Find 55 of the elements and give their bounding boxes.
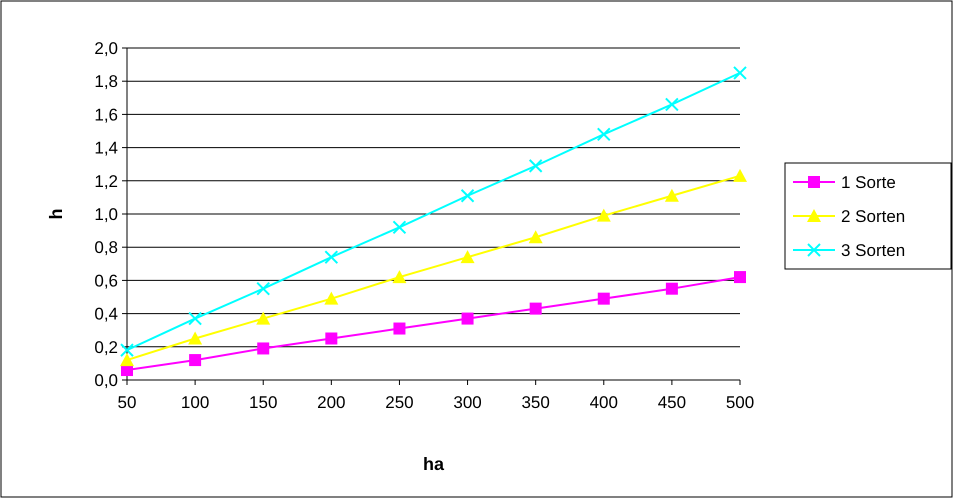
y-tick-label: 1,2 (94, 172, 118, 191)
point (733, 168, 747, 182)
legend-label: 2 Sorten (841, 206, 906, 226)
point (528, 158, 543, 173)
y-tick-label: 1,8 (94, 72, 118, 92)
x-tick-label: 450 (658, 393, 686, 412)
point (530, 302, 542, 315)
point (256, 312, 270, 325)
point (188, 332, 202, 344)
y-tick-label: 1,6 (94, 105, 118, 124)
x-tick-label: 500 (726, 393, 754, 412)
x-axis-title: ha (422, 454, 445, 474)
y-axis-title: h (46, 208, 66, 220)
y-tick-label: 0,8 (94, 238, 118, 258)
y-tick-label: 2,0 (94, 38, 118, 58)
x-tick-label: 400 (590, 393, 618, 412)
point (120, 353, 134, 366)
point (596, 127, 611, 142)
point (392, 270, 406, 284)
point (664, 188, 679, 202)
point (188, 312, 202, 326)
point (596, 208, 611, 222)
point (393, 322, 406, 335)
point (598, 292, 610, 305)
point (733, 66, 747, 80)
y-tick-label: 0,6 (94, 271, 118, 290)
legend-label: 1 Sorte (841, 172, 896, 192)
x-tick-label: 200 (317, 393, 346, 412)
x-tick-label: 100 (180, 393, 210, 412)
x-tick-label: 150 (249, 393, 278, 412)
point (120, 343, 134, 358)
point (664, 97, 679, 112)
point (460, 250, 475, 264)
y-tick-label: 0,2 (94, 338, 118, 357)
point (462, 312, 474, 325)
point (528, 230, 543, 244)
point (666, 282, 678, 295)
x-tick-label: 250 (385, 393, 414, 412)
y-tick-label: 1,4 (94, 138, 118, 158)
y-tick-label: 1,0 (94, 204, 118, 224)
point (257, 342, 270, 354)
x-tick-label: 350 (521, 393, 550, 412)
y-tick-label: 0,4 (94, 304, 118, 324)
y-tick-label: 0,0 (94, 370, 118, 390)
point (734, 271, 746, 284)
point (325, 332, 338, 344)
legend-label: 3 Sorten (841, 240, 906, 260)
point (189, 354, 202, 366)
x-tick-label: 50 (118, 393, 136, 412)
x-tick-label: 300 (453, 393, 482, 412)
point (460, 188, 475, 203)
point (392, 220, 406, 234)
point (324, 292, 338, 305)
point (256, 282, 270, 296)
point (324, 250, 338, 264)
